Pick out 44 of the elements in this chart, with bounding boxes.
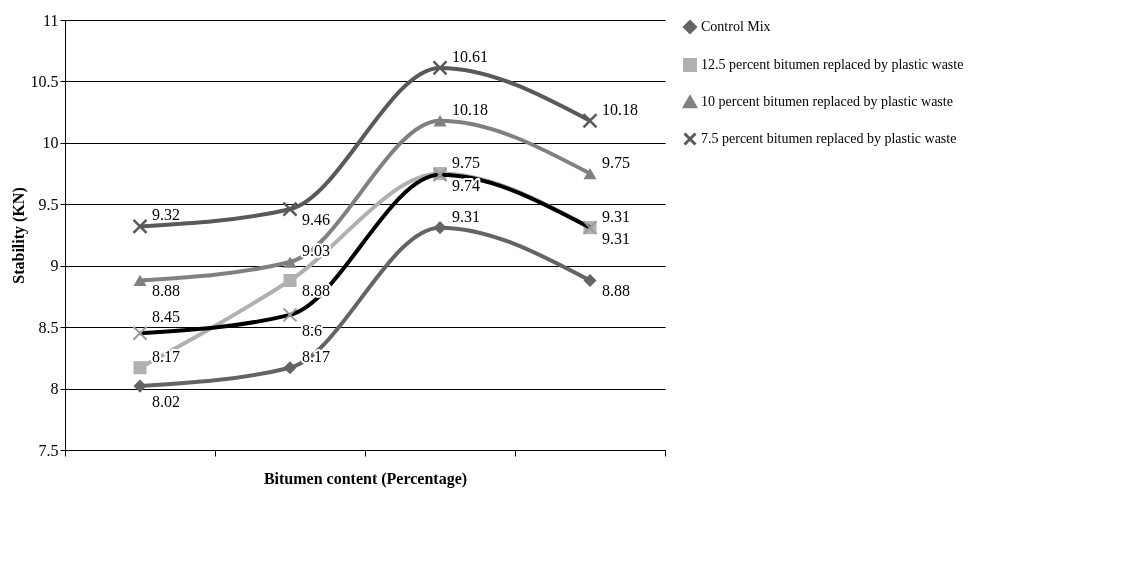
point bbox=[282, 201, 298, 217]
point bbox=[132, 218, 148, 235]
y-tick-label: 10.5 bbox=[30, 72, 59, 90]
data-label: 9.31 bbox=[602, 229, 630, 247]
point bbox=[433, 115, 447, 127]
point bbox=[283, 273, 297, 287]
legend-label: 12.5 percent bitumen replaced by plastic waste bbox=[701, 57, 964, 72]
legend-label: Control Mix bbox=[701, 19, 771, 34]
y-tick-label: 9 bbox=[50, 257, 59, 275]
data-label: 8.88 bbox=[152, 282, 180, 300]
data-label: 9.46 bbox=[302, 211, 330, 229]
point bbox=[583, 273, 597, 287]
point bbox=[283, 361, 297, 375]
y-tick-label: 9.5 bbox=[38, 195, 59, 213]
data-label: 8.45 bbox=[152, 308, 180, 326]
point bbox=[133, 274, 147, 287]
data-label: 9.75 bbox=[452, 153, 480, 171]
y-tick-label: 10 bbox=[42, 134, 59, 152]
data-label: 10.18 bbox=[602, 100, 638, 118]
legend-label: 10 percent bitumen replaced by plastic waste bbox=[701, 94, 953, 109]
point bbox=[133, 361, 147, 375]
point bbox=[583, 167, 597, 180]
y-tick-label: 7.5 bbox=[38, 441, 59, 459]
point bbox=[432, 60, 448, 76]
y-tick-label: 8 bbox=[50, 380, 59, 398]
data-label: 9.32 bbox=[152, 206, 180, 224]
point bbox=[283, 256, 297, 268]
data-label: 8.02 bbox=[152, 393, 180, 411]
y-tick-label: 8.5 bbox=[38, 318, 59, 336]
data-label: 9.75 bbox=[602, 153, 630, 171]
point bbox=[582, 112, 598, 129]
data-label: 10.18 bbox=[452, 100, 488, 118]
y-axis-title: Stability (KN) bbox=[9, 187, 28, 284]
data-label: 9.74 bbox=[452, 176, 480, 194]
point bbox=[133, 379, 147, 393]
data-label: 8.17 bbox=[152, 347, 180, 365]
data-label: 8.88 bbox=[602, 282, 630, 300]
point bbox=[433, 221, 447, 235]
data-label: 9.31 bbox=[602, 207, 630, 225]
data-label: 10.61 bbox=[452, 47, 488, 65]
x-axis-title: Bitumen content (Percentage) bbox=[263, 470, 468, 488]
y-tick-label: 11 bbox=[43, 11, 59, 29]
legend-label: 7.5 percent bitumen replaced by plastic waste bbox=[701, 131, 957, 146]
data-label: 9.31 bbox=[452, 207, 480, 225]
